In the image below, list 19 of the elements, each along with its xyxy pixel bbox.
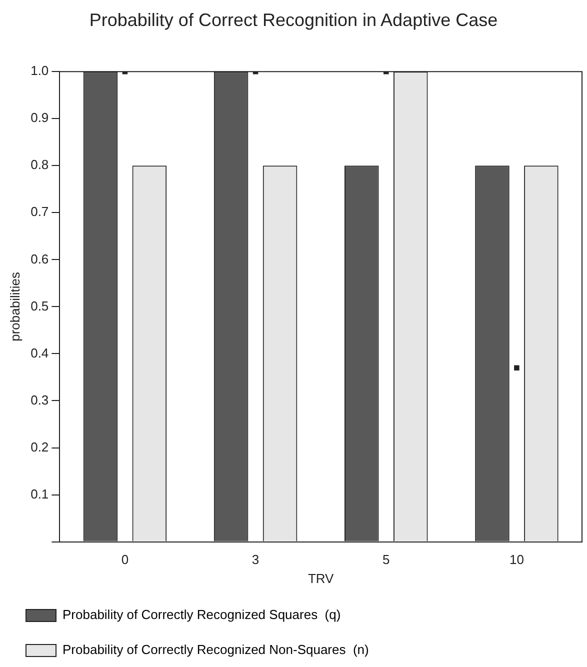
y-tick-label: 0.3 — [30, 392, 49, 408]
x-tick-label: 0 — [121, 552, 129, 568]
x-tick-label: 5 — [382, 552, 390, 568]
y-tick-label: 0.6 — [30, 251, 49, 266]
chart-title: Probability of Correct Recognition in Adaptive Case — [89, 10, 498, 30]
y-tick-label: 0.9 — [30, 110, 49, 126]
legend-label: Probability of Correctly Recognized Squares (q) — [62, 607, 341, 622]
y-tick-label: 0.5 — [30, 298, 49, 314]
legend-label: Probability of Correctly Recognized Non-Squares (n) — [62, 642, 369, 658]
y-tick-label: 0.2 — [30, 439, 49, 454]
y-tick-label: 0.7 — [30, 204, 49, 220]
y-tick-label: 0.4 — [30, 345, 49, 360]
y-tick-label: 1.0 — [30, 63, 49, 78]
x-tick-label: 10 — [509, 552, 524, 568]
y-tick-label: 0.8 — [30, 157, 49, 172]
y-tick-label: 0.1 — [30, 486, 49, 502]
x-axis-title: TRV — [308, 570, 334, 586]
y-axis-title: probabilities — [7, 272, 22, 342]
x-tick-label: 3 — [252, 552, 260, 568]
